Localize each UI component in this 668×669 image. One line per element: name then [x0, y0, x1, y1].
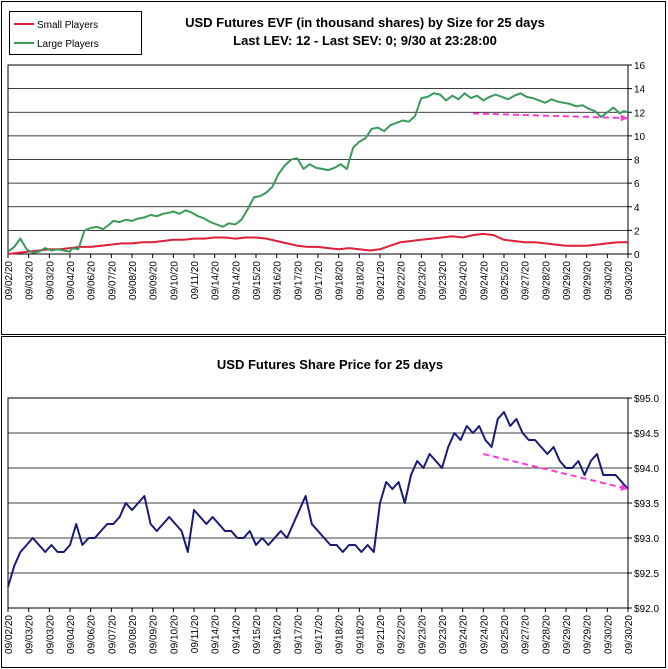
x-tick-label: 09/15/20 [252, 261, 263, 300]
y-tick-label: 14 [634, 85, 646, 96]
y-tick-label: $94.5 [634, 429, 659, 440]
x-tick-label: 09/29/20 [583, 261, 594, 300]
y-tick-label: $94.0 [634, 464, 659, 475]
y-tick-label: $93.0 [634, 534, 659, 545]
y-tick-label: $93.5 [634, 499, 659, 510]
y-tick-label: 8 [634, 156, 640, 167]
trend-annotation-line [483, 453, 629, 490]
x-tick-label: 09/21/20 [376, 261, 387, 300]
x-tick-label: 09/24/20 [459, 261, 470, 300]
y-tick-label: 6 [634, 179, 640, 190]
x-tick-label: 09/30/20 [624, 615, 635, 654]
x-tick-label: 09/28/20 [541, 261, 552, 300]
x-tick-label: 09/10/20 [169, 261, 180, 300]
x-tick-label: 09/23/20 [417, 615, 428, 654]
x-tick-label: 09/11/20 [190, 615, 201, 654]
evf-legend: Small Players Large Players [9, 11, 142, 55]
x-tick-label: 09/30/20 [624, 261, 635, 300]
x-tick-label: 09/03/20 [25, 261, 36, 300]
x-tick-label: 09/16/20 [273, 615, 284, 654]
x-tick-label: 09/24/20 [459, 615, 470, 654]
evf-panel-frame [1, 1, 666, 335]
evf-chart-title: USD Futures EVF (in thousand shares) by … [185, 15, 545, 30]
y-tick-label: $95.0 [634, 394, 659, 405]
x-tick-label: 09/14/20 [231, 261, 242, 300]
x-tick-label: 09/23/20 [438, 261, 449, 300]
series-line-large-players [7, 92, 629, 254]
trend-annotation-line [472, 112, 629, 120]
x-tick-label: 09/25/20 [500, 261, 511, 300]
x-tick-label: 09/24/20 [479, 615, 490, 654]
x-tick-label: 09/21/20 [376, 615, 387, 654]
x-tick-label: 09/28/20 [541, 615, 552, 654]
x-tick-label: 09/27/20 [521, 261, 532, 300]
y-tick-label: 2 [634, 226, 640, 237]
x-tick-label: 09/14/20 [211, 615, 222, 654]
x-tick-label: 09/17/20 [293, 261, 304, 300]
legend-box [9, 11, 142, 55]
price-chart: $92.0 $92.5 $93.0 $93.5 $94.0 $94.5 $95.0 09/02… [4, 394, 659, 654]
legend-label-large-players: Large Players [37, 39, 99, 50]
series-line-small-players [7, 232, 628, 255]
x-tick-label: 09/17/20 [293, 615, 304, 654]
x-tick-label: 09/22/20 [397, 615, 408, 654]
y-tick-label: 0 [634, 250, 640, 261]
x-tick-label: 09/14/20 [211, 261, 222, 300]
evf-chart: 0 2 4 6 8 10 12 14 16 09/02/20 09/03/20 09/03/20 09/… [4, 61, 646, 300]
legend-label-small-players: Small Players [37, 20, 98, 31]
x-tick-label: 09/02/20 [4, 615, 15, 654]
series-line-price [7, 411, 629, 588]
x-tick-label: 09/03/20 [45, 261, 56, 300]
x-tick-label: 09/03/20 [25, 615, 36, 654]
price-chart-title: USD Futures Share Price for 25 days [217, 357, 443, 372]
x-tick-label: 09/09/20 [149, 261, 160, 300]
x-tick-label: 09/30/20 [603, 261, 614, 300]
x-tick-label: 09/17/20 [314, 615, 325, 654]
price-panel-frame [1, 336, 666, 668]
x-tick-label: 09/04/20 [66, 615, 77, 654]
x-tick-label: 09/30/20 [603, 615, 614, 654]
x-tick-label: 09/23/20 [417, 261, 428, 300]
y-tick-label: $92.5 [634, 569, 659, 580]
x-tick-label: 09/27/20 [521, 615, 532, 654]
y-tick-label: 4 [634, 203, 640, 214]
x-tick-label: 09/17/20 [314, 261, 325, 300]
x-tick-label: 09/15/20 [252, 615, 263, 654]
x-tick-label: 09/06/20 [87, 261, 98, 300]
x-tick-label: 09/14/20 [231, 615, 242, 654]
y-tick-label: 12 [634, 108, 646, 119]
x-tick-label: 09/18/20 [335, 615, 346, 654]
x-tick-label: 09/18/20 [355, 615, 366, 654]
x-tick-label: 09/23/20 [438, 615, 449, 654]
x-tick-label: 09/29/20 [562, 261, 573, 300]
y-tick-label: 16 [634, 61, 646, 72]
x-tick-label: 09/18/20 [355, 261, 366, 300]
y-tick-label: 10 [634, 132, 646, 143]
x-tick-label: 09/02/20 [4, 261, 15, 300]
x-tick-label: 09/10/20 [169, 615, 180, 654]
x-tick-label: 09/22/20 [397, 261, 408, 300]
x-tick-label: 09/11/20 [190, 261, 201, 300]
x-tick-label: 09/16/20 [273, 261, 284, 300]
x-tick-label: 09/08/20 [128, 261, 139, 300]
x-tick-label: 09/07/20 [107, 615, 118, 654]
x-tick-label: 09/29/20 [583, 615, 594, 654]
y-tick-label: $92.0 [634, 604, 659, 615]
x-tick-label: 09/24/20 [479, 261, 490, 300]
x-tick-label: 09/09/20 [149, 615, 160, 654]
x-tick-label: 09/06/20 [87, 615, 98, 654]
trend-annotation-arrowhead [620, 114, 628, 122]
x-tick-label: 09/08/20 [128, 615, 139, 654]
trend-annotation-arrowhead [620, 483, 628, 491]
x-tick-label: 09/29/20 [562, 615, 573, 654]
x-tick-label: 09/04/20 [66, 261, 77, 300]
x-tick-label: 09/18/20 [335, 261, 346, 300]
x-tick-label: 09/03/20 [45, 615, 56, 654]
evf-chart-subtitle: Last LEV: 12 - Last SEV: 0; 9/30 at 23:2… [233, 33, 497, 48]
x-tick-label: 09/07/20 [107, 261, 118, 300]
x-tick-label: 09/25/20 [500, 615, 511, 654]
